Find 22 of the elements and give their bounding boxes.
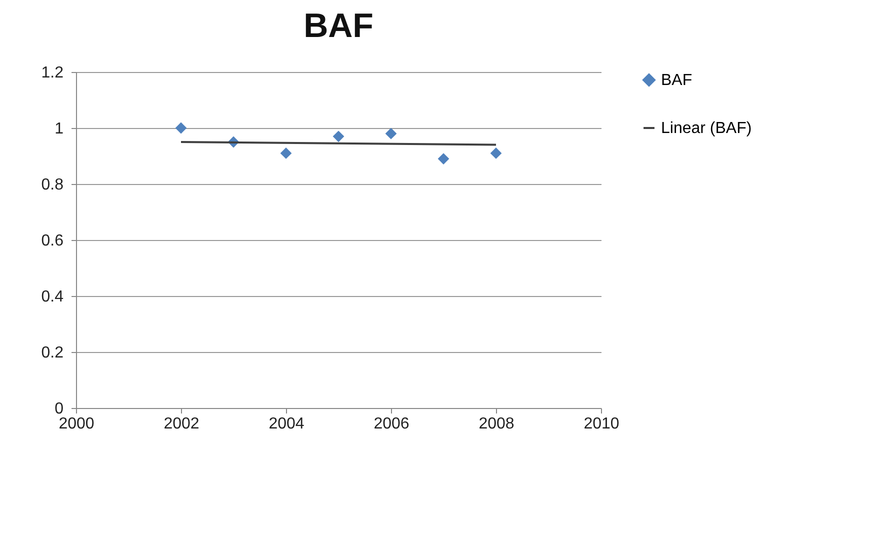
point xyxy=(385,128,397,140)
legend-label: BAF xyxy=(661,72,692,89)
y-tick-label: 0.4 xyxy=(41,288,64,306)
point xyxy=(332,130,344,142)
point xyxy=(438,153,450,164)
x-tick-label: 2000 xyxy=(58,416,94,432)
y-tick-label: 0.2 xyxy=(41,344,64,362)
x-tick-label: 2002 xyxy=(164,416,200,432)
y-tick-label: 0 xyxy=(54,400,64,418)
x-tick-label: 2006 xyxy=(374,416,410,432)
point xyxy=(490,148,502,159)
x-tick-label: 2010 xyxy=(584,416,620,432)
point xyxy=(175,122,187,134)
y-tick-label: 1.2 xyxy=(41,64,64,82)
x-tick-label: 2008 xyxy=(478,416,514,432)
chart-title: BAF xyxy=(304,7,374,45)
y-tick-label: 1 xyxy=(54,120,64,138)
x-tick-label: 2004 xyxy=(268,416,304,432)
legend-label: Linear (BAF) xyxy=(661,120,752,137)
y-tick-label: 0.8 xyxy=(41,176,64,194)
point xyxy=(280,148,292,159)
y-tick-label: 0.6 xyxy=(41,232,64,250)
